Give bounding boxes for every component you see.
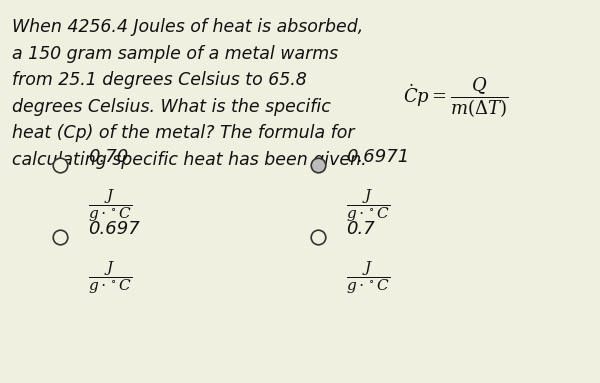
Text: from 25.1 degrees Celsius to 65.8: from 25.1 degrees Celsius to 65.8: [12, 71, 307, 89]
Text: heat (Cp) of the metal? The formula for: heat (Cp) of the metal? The formula for: [12, 124, 355, 142]
Text: 0.7: 0.7: [346, 220, 375, 238]
Text: When 4256.4 Joules of heat is absorbed,: When 4256.4 Joules of heat is absorbed,: [12, 18, 363, 36]
Text: $\dfrac{J}{g \cdot {^\circ}C}$: $\dfrac{J}{g \cdot {^\circ}C}$: [346, 187, 390, 224]
Text: $\dfrac{J}{g \cdot {^\circ}C}$: $\dfrac{J}{g \cdot {^\circ}C}$: [346, 259, 390, 296]
Text: $\dot{C}p = \dfrac{Q}{m(\Delta T)}$: $\dot{C}p = \dfrac{Q}{m(\Delta T)}$: [403, 76, 509, 121]
Text: 0.697: 0.697: [88, 220, 140, 238]
Text: $\dfrac{J}{g \cdot {^\circ}C}$: $\dfrac{J}{g \cdot {^\circ}C}$: [88, 187, 132, 224]
Text: a 150 gram sample of a metal warms: a 150 gram sample of a metal warms: [12, 44, 338, 62]
Text: 0.70: 0.70: [88, 148, 128, 166]
Text: degrees Celsius. What is the specific: degrees Celsius. What is the specific: [12, 98, 331, 116]
Text: $\dfrac{J}{g \cdot {^\circ}C}$: $\dfrac{J}{g \cdot {^\circ}C}$: [88, 259, 132, 296]
Text: calculating specific heat has been given.: calculating specific heat has been given…: [12, 151, 367, 169]
Text: 0.6971: 0.6971: [346, 148, 409, 166]
